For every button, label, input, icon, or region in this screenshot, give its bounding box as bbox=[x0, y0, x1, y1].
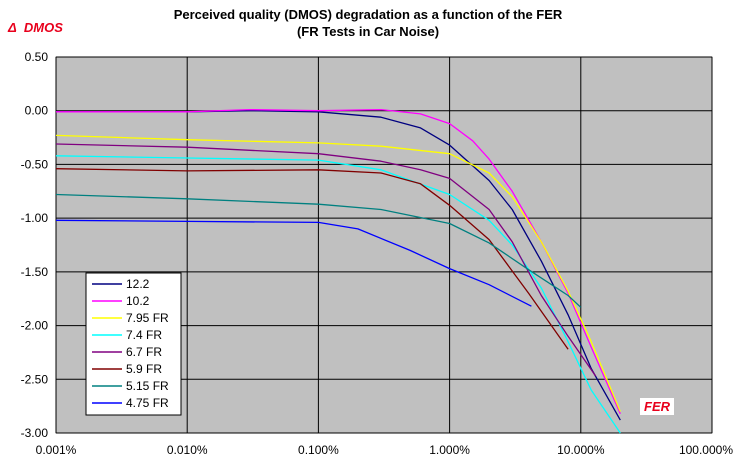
legend-label: 5.15 FR bbox=[126, 379, 169, 393]
y-tick-label: -1.00 bbox=[21, 211, 49, 225]
legend-label: 12.2 bbox=[126, 277, 150, 291]
grid-lines bbox=[55, 56, 713, 434]
legend-label: 4.75 FR bbox=[126, 396, 169, 410]
y-axis-label: Δ DMOS bbox=[8, 20, 63, 35]
x-tick-label: 1.000% bbox=[429, 443, 470, 457]
x-axis-label: FER bbox=[640, 398, 674, 415]
x-tick-labels: 0.001% 0.010% 0.100% 1.000% 10.000% 100.000% bbox=[36, 443, 734, 457]
x-tick-label: 100.000% bbox=[679, 443, 733, 457]
legend-label: 5.9 FR bbox=[126, 362, 162, 376]
series-line bbox=[55, 193, 582, 308]
series-line bbox=[55, 219, 532, 307]
x-tick-label: 10.000% bbox=[557, 443, 605, 457]
chart-title: Perceived quality (DMOS) degradation as … bbox=[173, 7, 563, 22]
series-line bbox=[56, 108, 621, 414]
series-line bbox=[56, 110, 621, 421]
series-line bbox=[55, 143, 597, 377]
series-line bbox=[55, 155, 621, 434]
y-tick-label: 0.50 bbox=[25, 50, 49, 64]
y-axis-label-text: DMOS bbox=[23, 20, 63, 35]
legend-label: 10.2 bbox=[126, 294, 150, 308]
series-line bbox=[55, 168, 569, 350]
legend-box bbox=[85, 272, 182, 416]
y-tick-label: -3.00 bbox=[21, 426, 49, 440]
x-tick-label: 0.010% bbox=[167, 443, 208, 457]
y-tick-label: -2.00 bbox=[21, 319, 49, 333]
y-tick-label: -1.50 bbox=[21, 265, 49, 279]
x-tick-label: 0.100% bbox=[298, 443, 339, 457]
y-tick-label: 0.00 bbox=[25, 104, 49, 118]
y-tick-labels: 0.50 0.00 -0.50 -1.00 -1.50 -2.00 -2.50 -3.00 bbox=[21, 50, 49, 440]
legend-label: 6.7 FR bbox=[126, 345, 162, 359]
legend-label: 7.95 FR bbox=[126, 311, 169, 325]
series-line bbox=[55, 134, 621, 412]
y-axis-label-prefix: Δ bbox=[8, 20, 17, 35]
legend: 12.2 10.2 7.95 FR 7.4 FR 6.7 FR 5.9 FR 5.15 FR… bbox=[85, 272, 182, 416]
series-lines bbox=[55, 108, 621, 434]
legend-label: 7.4 FR bbox=[126, 328, 162, 342]
x-tick-label: 0.001% bbox=[36, 443, 77, 457]
y-tick-label: -2.50 bbox=[21, 372, 49, 386]
y-tick-label: -0.50 bbox=[21, 157, 49, 171]
chart-subtitle: (FR Tests in Car Noise) bbox=[296, 24, 440, 39]
